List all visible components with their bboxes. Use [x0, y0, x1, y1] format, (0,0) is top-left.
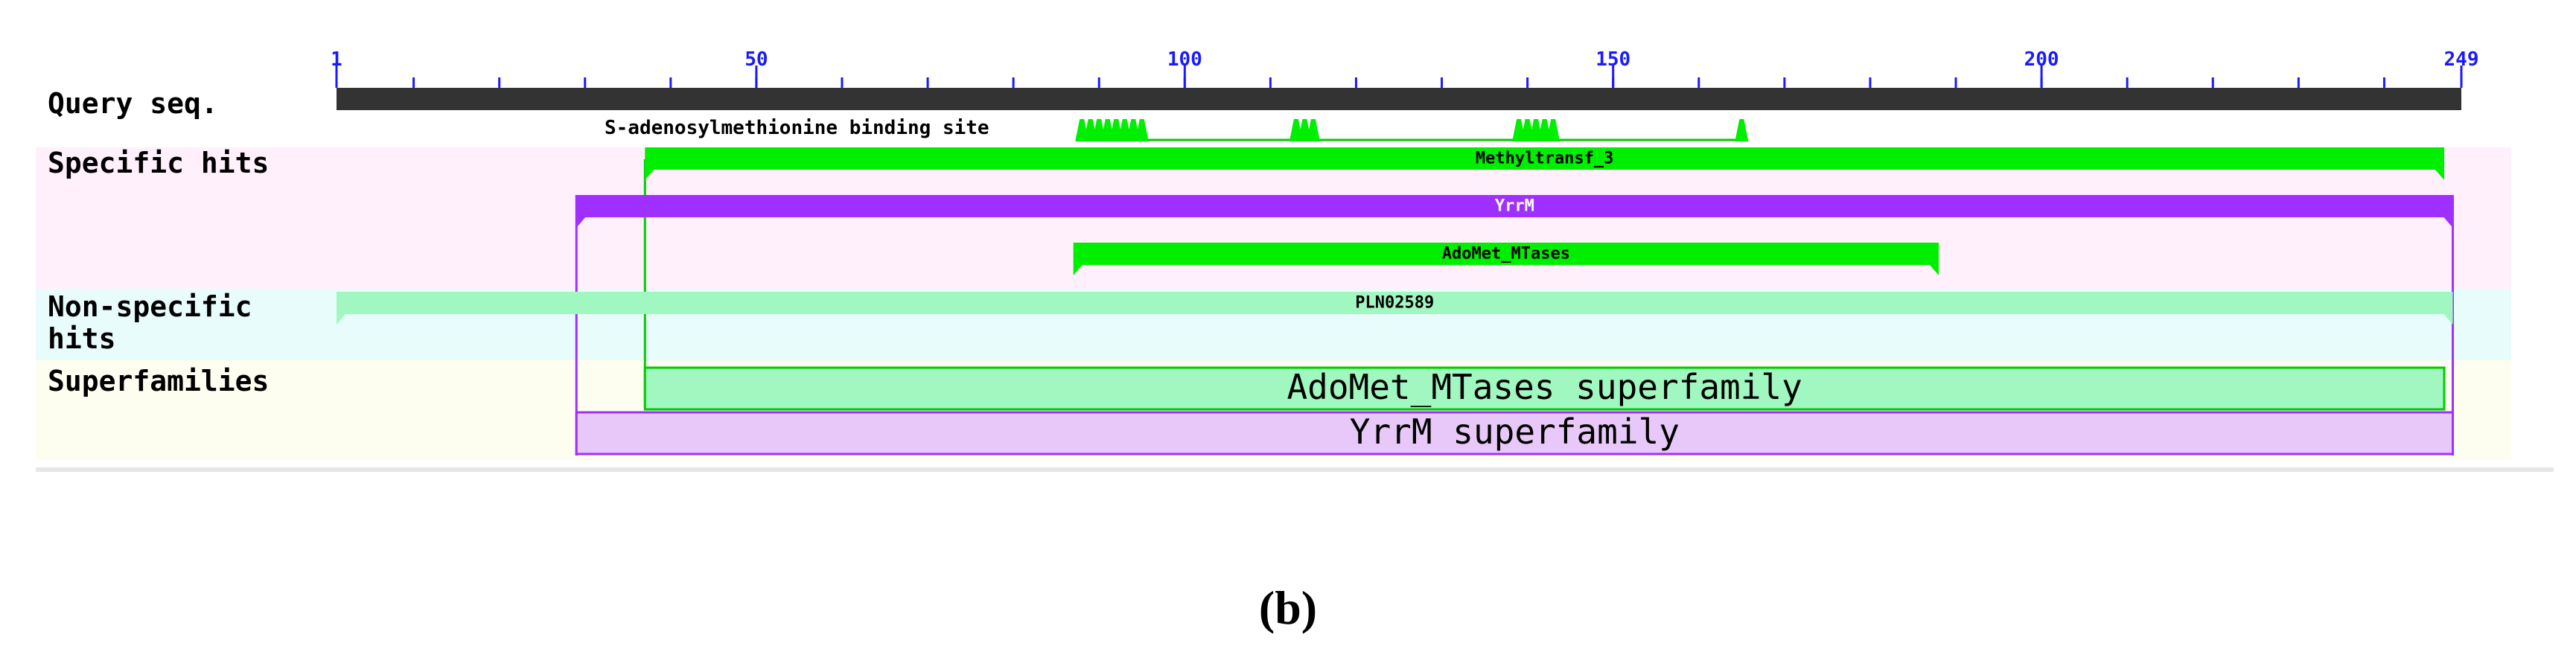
row-label-query: Query seq. — [48, 87, 218, 120]
tick-label: 150 — [1595, 48, 1630, 71]
row-label-nonspecific-2: hits — [48, 322, 116, 355]
site-residue-mark — [1135, 119, 1149, 141]
yrrm-superfamily-label: YrrM superfamily — [1350, 412, 1680, 452]
site-residue-mark — [1306, 119, 1320, 141]
site-residue-mark — [1735, 119, 1749, 141]
adomet-mtases-hit-label: AdoMet_MTases — [1442, 245, 1570, 263]
tick-label: 1 — [331, 48, 342, 71]
yrrm-hit-left-tip — [576, 217, 586, 228]
adomet-superfamily-label: AdoMet_MTases superfamily — [1287, 367, 1802, 407]
row-label-specific: Specific hits — [48, 147, 269, 179]
bottom-divider — [36, 467, 2554, 472]
row-label-nonspecific-1: Non-specific — [48, 290, 252, 323]
methyltransf3-hit-bar — [645, 147, 2444, 170]
pln02589-hit-left-tip — [337, 314, 345, 325]
yrrm-hit-label: YrrM — [1495, 197, 1534, 216]
tick-label: 200 — [2024, 48, 2059, 71]
methyltransf3-hit-left-tip — [645, 170, 654, 180]
site-residue-mark — [1546, 119, 1560, 141]
yrrm-superfamily-bar — [575, 411, 2454, 456]
tick-label: 100 — [1167, 48, 1202, 71]
tick-label: 50 — [745, 48, 768, 71]
adomet-mtases-hit-right-tip — [1930, 265, 1939, 275]
tick-label: 249 — [2444, 48, 2479, 71]
yrrm-hit-right-tip — [2443, 217, 2453, 228]
yrrm-hit-bar — [576, 195, 2453, 217]
adomet-mtases-hit-left-tip — [1073, 265, 1083, 275]
figure-caption: (b) — [1258, 581, 1318, 634]
pln02589-hit-right-tip — [2443, 314, 2453, 325]
pln02589-hit-bar — [337, 292, 2453, 314]
row-label-superfamilies: Superfamilies — [48, 365, 269, 397]
specific-hits-band — [36, 147, 2511, 289]
adomet-superfamily-bar — [643, 366, 2446, 411]
site-label: S-adenosylmethionine binding site — [605, 117, 989, 139]
methyltransf3-hit-label: Methyltransf_3 — [1476, 150, 1613, 168]
adomet-mtases-hit-bar — [1073, 243, 1939, 265]
pln02589-hit-label: PLN02589 — [1355, 294, 1434, 313]
query-sequence-bar — [337, 88, 2461, 110]
methyltransf3-hit-right-tip — [2435, 170, 2444, 180]
